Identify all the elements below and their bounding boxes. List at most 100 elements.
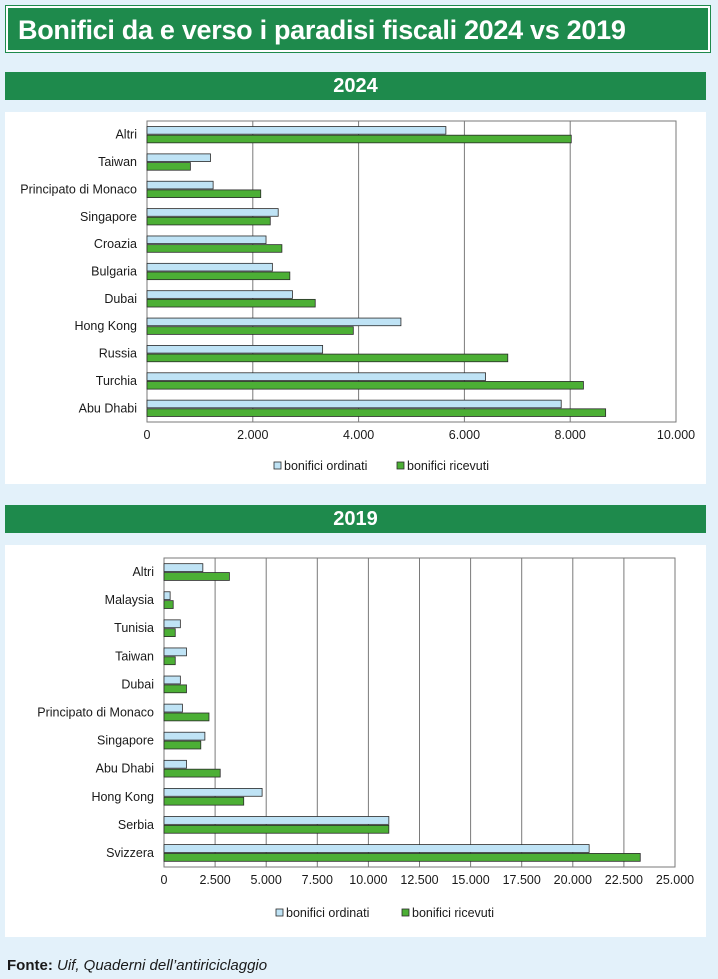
bar-ricevuti — [163, 712, 210, 722]
x-tick-label: 5.000 — [251, 873, 282, 887]
category-label: Russia — [99, 347, 137, 361]
x-tick-label: 20.000 — [554, 873, 592, 887]
category-label: Singapore — [97, 734, 154, 748]
bar-ricevuti — [163, 600, 174, 609]
category-label: Taiwan — [115, 649, 154, 663]
title-banner: Bonifici da e verso i paradisi fiscali 2… — [6, 6, 710, 52]
legend-swatch — [396, 461, 405, 470]
bar-ordinati — [146, 262, 273, 272]
plot-area — [146, 120, 677, 423]
legend-label: bonifici ordinati — [284, 459, 367, 473]
chart-2019-header: 2019 — [5, 505, 706, 533]
bar-ordinati — [146, 399, 562, 409]
bar-ricevuti — [163, 768, 221, 778]
x-tick-label: 6.000 — [449, 428, 480, 442]
bar-ordinati — [146, 317, 402, 327]
bar-ordinati — [163, 675, 181, 685]
bar-ricevuti — [163, 628, 176, 637]
bar-ordinati — [163, 591, 171, 601]
x-tick-label: 2.500 — [199, 873, 230, 887]
source-text: Uif, Quaderni dell’antiriciclaggio — [57, 957, 268, 974]
bar-ordinati — [163, 759, 187, 769]
source-label: Fonte: — [7, 957, 53, 974]
bar-ordinati — [163, 703, 183, 713]
bar-ricevuti — [146, 189, 262, 198]
bar-ricevuti — [163, 572, 230, 581]
bar-ordinati — [146, 208, 279, 217]
legend-label: bonifici ricevuti — [407, 459, 489, 473]
chart-2019-panel: 0 2.500 5.000 7.500 10.000 12.500 15.000 17.500… — [5, 545, 706, 937]
category-label: Principato di Monaco — [20, 182, 137, 196]
category-label: Principato di Monaco — [37, 706, 154, 720]
x-tick-label: 10.000 — [657, 428, 695, 442]
category-label: Abu Dhabi — [96, 762, 154, 776]
bar-ricevuti — [146, 353, 509, 363]
bar-ricevuti — [163, 853, 641, 862]
x-tick-label: 4.000 — [343, 428, 374, 442]
category-label: Svizzera — [106, 846, 154, 860]
chart-2024: 0 2.000 4.000 6.000 8.000 10.000 Altri Taiwan Pr… — [20, 120, 695, 473]
bar-ordinati — [163, 816, 390, 825]
legend-swatch — [401, 908, 410, 917]
category-label: Hong Kong — [91, 790, 154, 804]
bar-ordinati — [163, 844, 590, 853]
bar-ricevuti — [146, 244, 283, 253]
bar-ricevuti — [146, 381, 584, 390]
bar-ordinati — [163, 563, 204, 572]
legend-swatch — [275, 908, 284, 917]
bar-ordinati — [146, 235, 267, 245]
bar-ordinati — [146, 372, 486, 381]
x-tick-label: 12.500 — [400, 873, 438, 887]
x-tick-label: 17.500 — [503, 873, 541, 887]
chart-2024-panel: 0 2.000 4.000 6.000 8.000 10.000 Altri Taiwan Pr… — [5, 112, 706, 484]
category-label: Turchia — [96, 374, 137, 388]
x-tick-label: 22.500 — [605, 873, 643, 887]
category-label: Altri — [132, 565, 154, 579]
bar-ricevuti — [163, 656, 176, 666]
category-label: Croazia — [94, 237, 137, 251]
category-label: Bulgaria — [91, 265, 137, 279]
x-tick-label: 15.000 — [451, 873, 489, 887]
x-tick-label: 25.000 — [656, 873, 694, 887]
x-tick-label: 7.500 — [302, 873, 333, 887]
bar-ordinati — [146, 153, 211, 162]
x-tick-label: 0 — [161, 873, 168, 887]
bar-ordinati — [163, 647, 187, 657]
x-tick-label: 0 — [144, 428, 151, 442]
page-title: Bonifici da e verso i paradisi fiscali 2… — [18, 15, 626, 45]
bar-ricevuti — [146, 162, 191, 171]
category-label: Abu Dhabi — [79, 401, 137, 415]
bar-ricevuti — [146, 216, 271, 226]
source-note: Fonte: Uif, Quaderni dell’antiriciclaggi… — [7, 957, 267, 974]
bar-ordinati — [146, 126, 447, 135]
category-label: Hong Kong — [74, 319, 137, 333]
category-label: Dubai — [121, 677, 154, 691]
category-label: Serbia — [118, 818, 154, 832]
x-tick-label: 2.000 — [237, 428, 268, 442]
bar-ricevuti — [163, 824, 390, 834]
bar-ordinati — [163, 788, 263, 797]
legend-swatch — [273, 461, 282, 470]
bar-ricevuti — [146, 271, 291, 281]
bar-ricevuti — [146, 326, 354, 335]
chart-2019: 0 2.500 5.000 7.500 10.000 12.500 15.000 17.500… — [37, 557, 694, 920]
bar-ordinati — [146, 345, 324, 354]
bar-ricevuti — [146, 408, 607, 417]
category-label: Tunisia — [114, 621, 154, 635]
category-label: Malaysia — [105, 593, 154, 607]
category-label: Singapore — [80, 210, 137, 224]
x-tick-label: 10.000 — [349, 873, 387, 887]
bar-ordinati — [163, 619, 181, 629]
bar-ricevuti — [163, 684, 187, 694]
chart-2019-title: 2019 — [333, 508, 378, 530]
chart-2024-header: 2024 — [5, 72, 706, 100]
category-label: Dubai — [104, 292, 137, 306]
bar-ordinati — [163, 731, 206, 741]
chart-2024-title: 2024 — [333, 75, 378, 97]
legend-label: bonifici ricevuti — [412, 906, 494, 920]
category-label: Taiwan — [98, 155, 137, 169]
x-tick-label: 8.000 — [555, 428, 586, 442]
bar-ordinati — [146, 290, 293, 299]
bar-ricevuti — [163, 740, 202, 750]
bar-ricevuti — [146, 134, 572, 144]
